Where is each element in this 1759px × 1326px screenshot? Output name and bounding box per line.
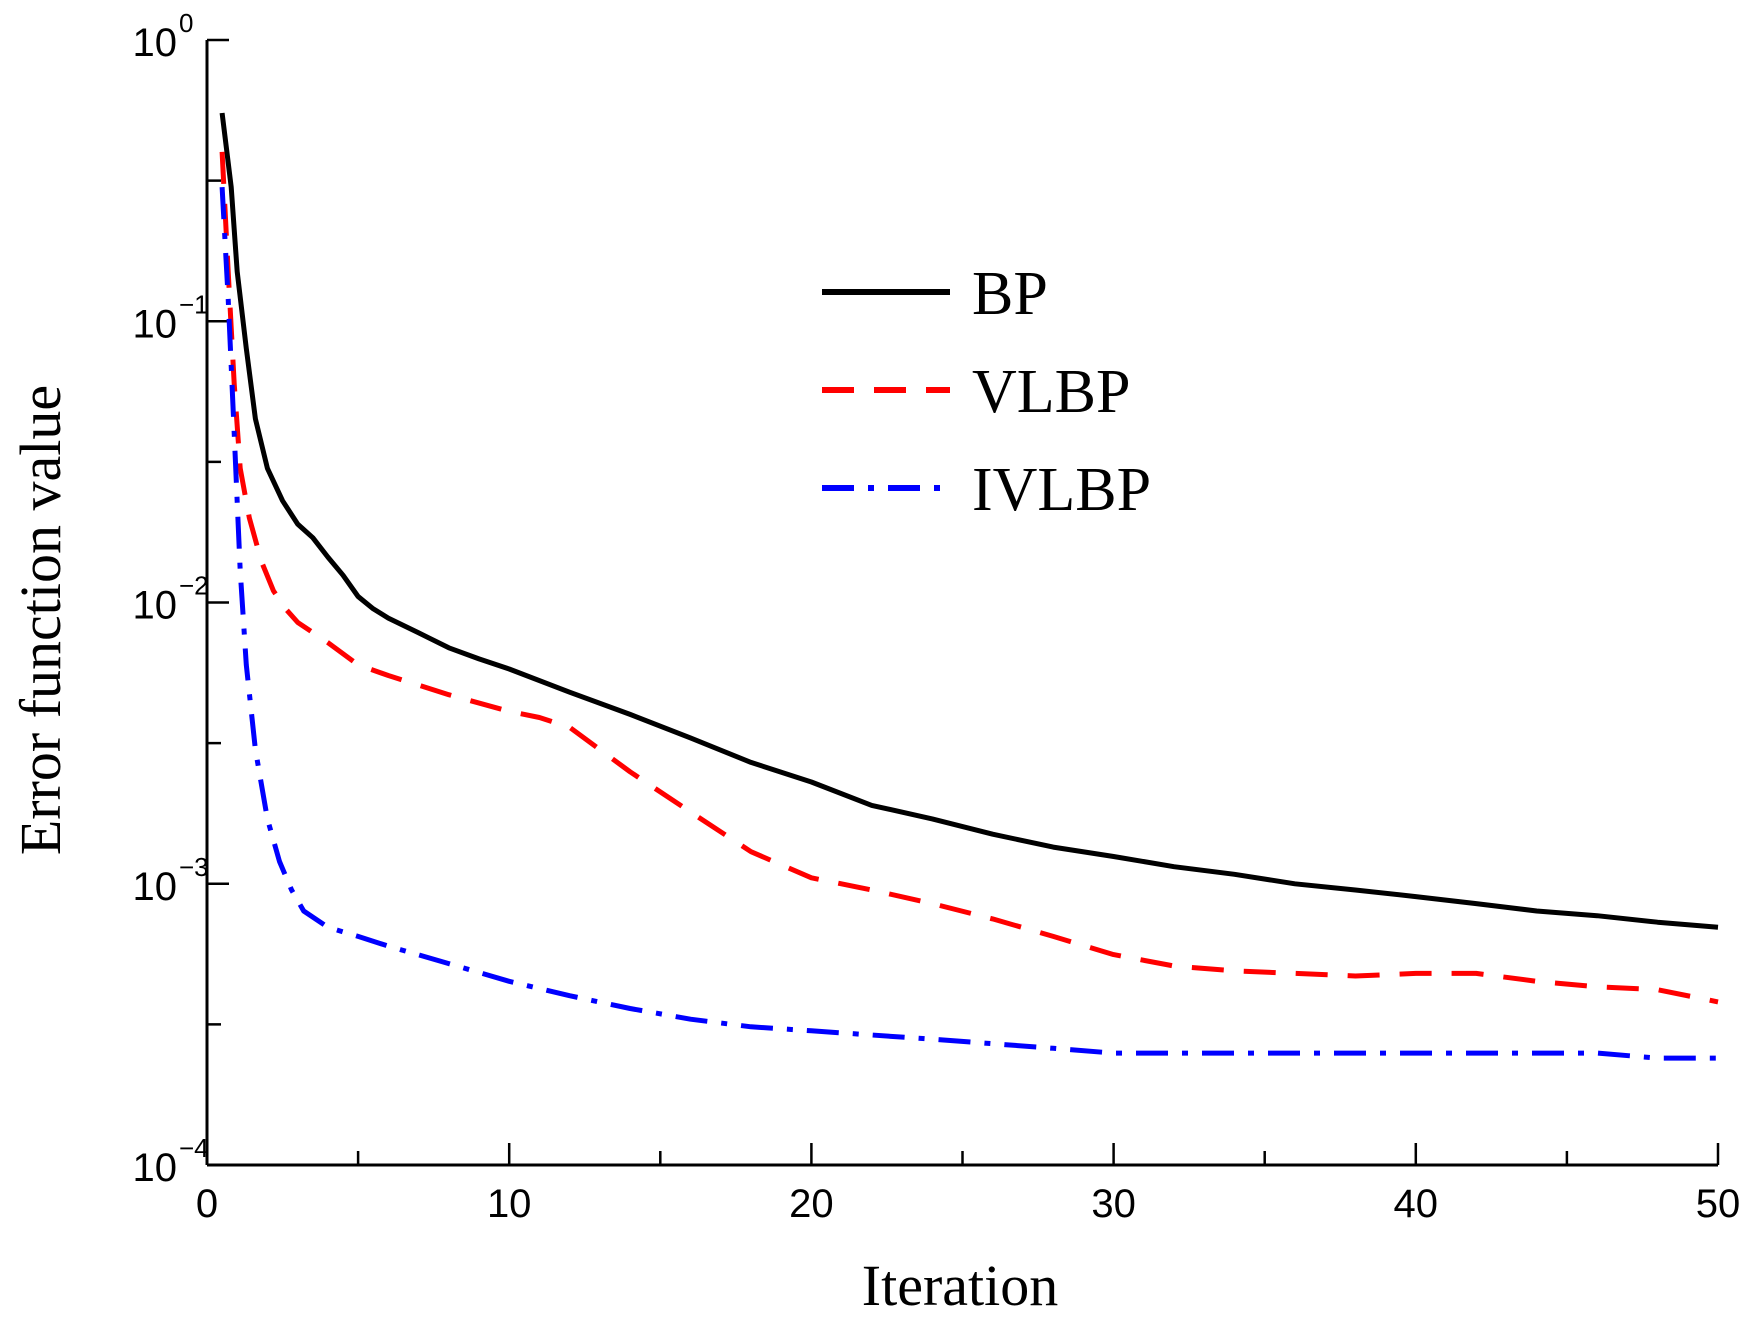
x-tick-label: 40	[1394, 1182, 1439, 1226]
y-tick-exponent: −2	[179, 571, 209, 601]
y-tick-label: 10	[133, 584, 178, 628]
legend-label-bp: BP	[972, 260, 1048, 328]
x-tick-label: 10	[487, 1182, 532, 1226]
series-line-bp	[219, 112, 1719, 930]
legend: BP VLBP IVLBP	[822, 260, 1151, 524]
y-tick-exponent: −3	[179, 852, 209, 882]
y-tick-label: 10	[133, 302, 178, 346]
x-tick-label: 20	[789, 1182, 834, 1226]
x-tick-label: 0	[196, 1182, 218, 1226]
y-tick-exponent: 0	[179, 8, 193, 38]
x-axis-title: Iteration	[862, 1253, 1058, 1318]
series-line-ivlbp	[219, 186, 1718, 1061]
y-tick-exponent: −1	[179, 289, 209, 319]
y-tick-label: 10	[133, 21, 178, 65]
series-line-vlbp	[219, 151, 1719, 1005]
y-axis-title: Error function value	[8, 385, 73, 855]
x-tick-label: 30	[1091, 1182, 1136, 1226]
x-tick-label: 50	[1696, 1182, 1741, 1226]
y-tick-exponent: −4	[179, 1133, 209, 1163]
y-tick-label: 10	[133, 865, 178, 909]
y-tick-label: 10	[133, 1146, 178, 1190]
series-layer	[219, 112, 1719, 1061]
legend-label-ivlbp: IVLBP	[972, 456, 1151, 524]
legend-label-vlbp: VLBP	[972, 358, 1130, 426]
